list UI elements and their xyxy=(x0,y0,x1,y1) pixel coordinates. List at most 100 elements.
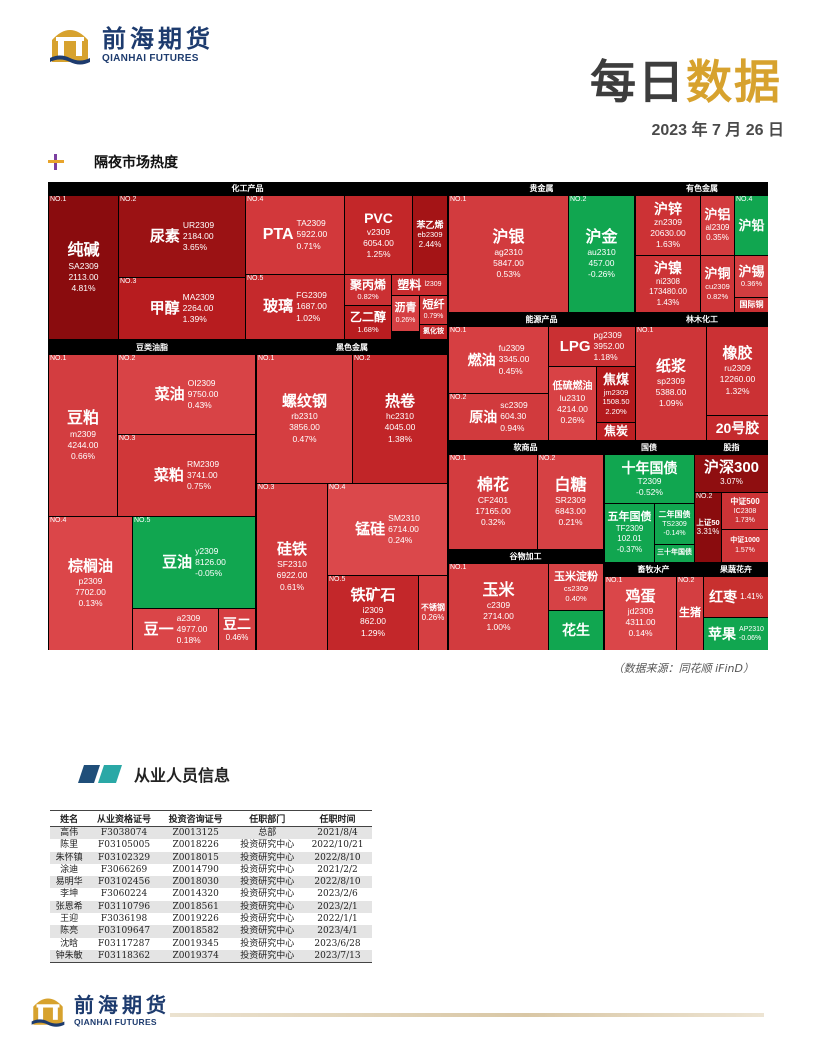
tile-price: 862.00 xyxy=(360,616,386,627)
tile-egg[interactable]: NO.1 鸡蛋 jd2309 4311.00 0.14% xyxy=(605,577,676,650)
tile-soybean-no1[interactable]: 豆一 a2309 4977.00 0.18% xyxy=(133,609,218,650)
tile-aluminum[interactable]: 沪铝 al2309 0.35% xyxy=(701,196,734,255)
tile-price: 3345.00 xyxy=(498,354,530,365)
tile-price: 6714.00 xyxy=(388,523,419,534)
tile-soybean-meal[interactable]: NO.1 豆粕 m2309 4244.00 0.66% xyxy=(49,355,117,516)
column-header: 姓名 xyxy=(50,810,89,827)
tile-change: -0.37% xyxy=(616,544,643,554)
table-row: 朱怀镇 F03102329 Z0018015 投资研究中心 2022/8/10 xyxy=(50,851,372,864)
tile-csi300[interactable]: 沪深300 3.07% xyxy=(695,455,768,492)
tile-name: 棕榈油 xyxy=(67,557,113,575)
table-cell: 投资研究中心 xyxy=(240,914,295,925)
tile-tin[interactable]: 沪锡 0.36% xyxy=(735,256,768,297)
tile-cotton[interactable]: NO.1 棉花 CF2401 17165.00 0.32% xyxy=(449,455,537,549)
tile-plastic[interactable]: 塑料 l2309 xyxy=(392,275,447,295)
tile-change: 0.26% xyxy=(560,415,585,426)
tile-peanut[interactable]: 花生 xyxy=(549,611,603,650)
tile-live-hog[interactable]: NO.2 生猪 xyxy=(677,577,703,650)
tile-change: 0.26% xyxy=(395,316,416,324)
tile-urea[interactable]: NO.2 尿素 UR2309 2184.00 3.65% xyxy=(119,196,245,277)
tile-lpg[interactable]: LPG pg2309 3952.00 1.18% xyxy=(549,327,635,366)
tile-ammonium-chloride[interactable]: 氯化铵 xyxy=(420,325,447,339)
tile-asphalt[interactable]: 沥青 0.26% xyxy=(392,296,419,331)
tile-sugar[interactable]: NO.2 白糖 SR2309 6843.00 0.21% xyxy=(538,455,603,549)
table-cell: F03105005 xyxy=(98,840,151,851)
tile-tsr20[interactable]: 20号胶 xyxy=(707,416,768,440)
tile-sse50[interactable]: NO.2 上证50 3.31% xyxy=(695,493,721,562)
tile-zinc[interactable]: 沪锌 zn2309 20630.00 1.63% xyxy=(636,196,700,255)
tile-rank: NO.1 xyxy=(450,455,467,462)
tile-rubber[interactable]: 橡胶 ru2309 12260.00 1.32% xyxy=(707,327,768,415)
tile-coke[interactable]: 焦炭 xyxy=(597,423,635,440)
tile-rapeseed-oil[interactable]: NO.2 菜油 OI2309 9750.00 0.43% xyxy=(118,355,255,434)
table-cell: 易明华 xyxy=(50,876,89,889)
tile-corn-starch[interactable]: 玉米淀粉 cs2309 0.40% xyxy=(549,564,603,610)
tile-hot-coil[interactable]: NO.2 热卷 hc2310 4045.00 1.38% xyxy=(353,355,447,483)
tile-copper[interactable]: 沪铜 cu2309 0.82% xyxy=(701,256,734,312)
tile-change: 1.09% xyxy=(658,398,684,409)
tile-change: -0.52% xyxy=(636,487,663,498)
tile-change: 0.36% xyxy=(740,279,763,289)
tile-code: SM2310 xyxy=(388,512,420,523)
table-cell: F03109647 xyxy=(88,925,160,938)
tile-methanol[interactable]: NO.3 甲醇 MA2309 2264.00 1.39% xyxy=(119,278,245,339)
tile-pvc[interactable]: PVC v2309 6054.00 1.25% xyxy=(345,196,412,274)
tile-code: CF2401 xyxy=(477,495,509,506)
tile-name: 花生 xyxy=(562,622,590,639)
tile-silver[interactable]: NO.1 沪银 ag2310 5847.00 0.53% xyxy=(449,196,568,312)
sector-precious-metals: 贵金属 NO.1 沪银 ag2310 5847.00 0.53% NO.2 沪金… xyxy=(448,182,635,312)
table-cell: F03118362 xyxy=(88,949,160,964)
tile-name: 铁矿石 xyxy=(350,587,396,605)
table-cell: 涂迪 xyxy=(60,864,79,875)
tile-name: 橡胶 xyxy=(722,345,753,363)
tile-rank: NO.5 xyxy=(329,576,346,583)
tile-silicomanganese[interactable]: NO.4 锰硅 SM2310 6714.00 0.24% xyxy=(328,484,447,575)
tile-price: 3952.00 xyxy=(593,340,625,351)
tile-fuel-oil[interactable]: NO.1 燃油 fu2309 3345.00 0.45% xyxy=(449,327,548,393)
tile-lead[interactable]: NO.4 沪铅 xyxy=(735,196,768,255)
tile-soybean-no2[interactable]: 豆二 0.46% xyxy=(219,609,255,650)
tile-5y-treasury[interactable]: 五年国债 TF2309 102.01 -0.37% xyxy=(605,504,654,562)
tile-rank: NO.2 xyxy=(678,577,695,584)
tile-low-sulfur-fuel[interactable]: 低硫燃油 lu2310 4214.00 0.26% xyxy=(549,367,596,440)
tile-soybean-oil[interactable]: NO.5 豆油 y2309 8126.00 -0.05% xyxy=(133,517,255,608)
tile-ethylene-glycol[interactable]: 乙二醇 1.68% xyxy=(345,306,391,339)
tile-gold[interactable]: NO.2 沪金 au2310 457.00 -0.26% xyxy=(569,196,634,312)
tile-glass[interactable]: NO.5 玻璃 FG2309 1687.00 1.02% xyxy=(246,275,344,339)
tile-apple[interactable]: 苹果 AP2310 -0.06% xyxy=(704,618,768,650)
tile-csi500[interactable]: 中证500 IC2308 1.73% xyxy=(722,493,768,529)
tile-2y-treasury[interactable]: 二年国债 TS2309 -0.14% xyxy=(655,504,694,544)
tile-pulp[interactable]: NO.1 纸浆 sp2309 5388.00 1.09% xyxy=(636,327,706,440)
tile-rapeseed-meal[interactable]: NO.3 菜粕 RM2309 3741.00 0.75% xyxy=(118,435,255,516)
tile-crude-oil[interactable]: NO.2 原油 sc2309 604.30 0.94% xyxy=(449,394,548,440)
tile-30y-treasury[interactable]: 三十年国债 xyxy=(655,545,694,562)
tile-10y-treasury[interactable]: 十年国债 T2309 -0.52% xyxy=(605,455,694,503)
table-cell: Z0019226 xyxy=(172,914,219,925)
column-header: 任职部门 xyxy=(231,810,303,827)
tile-csi1000[interactable]: 中证1000 1.57% xyxy=(722,530,768,562)
tile-name: 三十年国债 xyxy=(657,549,692,557)
tile-soda-ash[interactable]: NO.1 纯碱 SA2309 2113.00 4.81% xyxy=(49,196,118,339)
table-cell: 李坤 xyxy=(60,889,79,900)
tile-rank: NO.1 xyxy=(637,327,654,334)
tile-stainless-steel[interactable]: 不锈钢 0.26% xyxy=(419,576,447,650)
tile-code: RM2309 xyxy=(186,458,220,469)
tile-name: 菜油 xyxy=(154,385,185,403)
tile-intl-copper[interactable]: 国际铜 xyxy=(735,298,768,312)
tile-palm-oil[interactable]: NO.4 棕榈油 p2309 7702.00 0.13% xyxy=(49,517,132,650)
tile-ferrosilicon[interactable]: NO.3 硅铁 SF2310 6922.00 0.61% xyxy=(257,484,327,650)
tile-iron-ore[interactable]: NO.5 铁矿石 i2309 862.00 1.29% xyxy=(328,576,418,650)
tile-nickel[interactable]: 沪镍 ni2308 173480.00 1.43% xyxy=(636,256,700,312)
tile-rank: NO.5 xyxy=(134,517,151,524)
tile-corn[interactable]: NO.1 玉米 c2309 2714.00 1.00% xyxy=(449,564,548,650)
tile-polypropylene[interactable]: 聚丙烯 0.82% xyxy=(345,275,391,305)
tile-coking-coal[interactable]: 焦煤 jm2309 1508.50 2.20% xyxy=(597,367,635,422)
tile-rebar[interactable]: NO.1 螺纹钢 rb2310 3856.00 0.47% xyxy=(257,355,352,483)
tile-pta[interactable]: NO.4 PTA TA2309 5922.00 0.71% xyxy=(246,196,344,274)
tile-red-date[interactable]: 红枣 1.41% xyxy=(704,577,768,617)
tile-name: 沪银 xyxy=(492,228,525,246)
tile-staple-fiber[interactable]: 短纤 0.79% xyxy=(420,296,447,324)
tile-styrene[interactable]: 苯乙烯 eb2309 2.44% xyxy=(413,196,447,274)
tile-price: 6843.00 xyxy=(555,506,586,517)
tile-rank: NO.2 xyxy=(539,455,556,462)
